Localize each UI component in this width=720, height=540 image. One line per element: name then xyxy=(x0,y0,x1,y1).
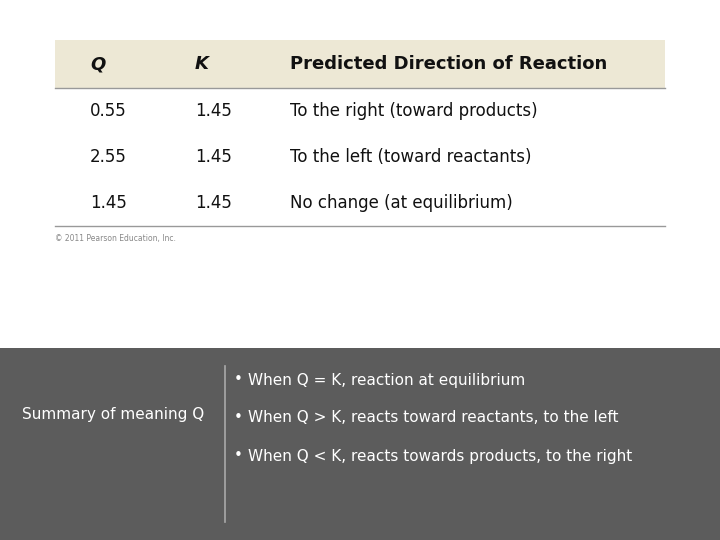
Text: When Q > K, reacts toward reactants, to the left: When Q > K, reacts toward reactants, to … xyxy=(248,410,618,426)
Text: Summary of meaning Q: Summary of meaning Q xyxy=(22,408,204,422)
Text: No change (at equilibrium): No change (at equilibrium) xyxy=(290,194,513,212)
Text: When Q = K, reaction at equilibrium: When Q = K, reaction at equilibrium xyxy=(248,373,526,388)
Text: Q: Q xyxy=(90,55,105,73)
Text: 0.55: 0.55 xyxy=(90,102,127,120)
Text: 1.45: 1.45 xyxy=(90,194,127,212)
Bar xyxy=(55,40,665,88)
Text: K: K xyxy=(195,55,209,73)
Text: 2.55: 2.55 xyxy=(90,148,127,166)
Text: 1.45: 1.45 xyxy=(195,194,232,212)
Text: To the right (toward products): To the right (toward products) xyxy=(290,102,538,120)
Text: © 2011 Pearson Education, Inc.: © 2011 Pearson Education, Inc. xyxy=(55,234,176,243)
Text: Predicted Direction of Reaction: Predicted Direction of Reaction xyxy=(290,55,607,73)
Text: •: • xyxy=(233,410,243,426)
Text: 1.45: 1.45 xyxy=(195,148,232,166)
Bar xyxy=(0,348,720,540)
Text: When Q < K, reacts towards products, to the right: When Q < K, reacts towards products, to … xyxy=(248,449,632,463)
Text: •: • xyxy=(233,373,243,388)
Text: To the left (toward reactants): To the left (toward reactants) xyxy=(290,148,531,166)
Text: •: • xyxy=(233,449,243,463)
Text: 1.45: 1.45 xyxy=(195,102,232,120)
